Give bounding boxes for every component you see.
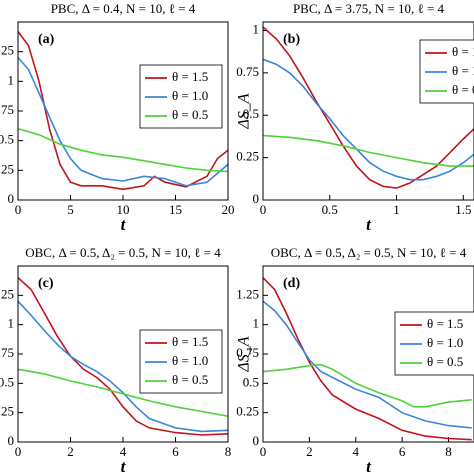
axes-frame [17, 265, 229, 443]
panel-label: (b) [283, 32, 300, 47]
legend-label: θ = 0.5 [452, 82, 474, 97]
series-line [18, 300, 228, 433]
legend-label: θ = 1.5 [172, 69, 208, 84]
y-tick-label: 0 [253, 191, 260, 206]
legend-label: θ = 1.5 [172, 334, 208, 349]
y-tick-label: 0.25 [236, 404, 259, 419]
y-tick-label: 1 [253, 316, 260, 331]
series-line [263, 363, 472, 408]
x-tick-label: 5 [67, 202, 74, 217]
y-tick-label: 0.5 [0, 132, 14, 147]
y-tick-label: 0.25 [0, 161, 14, 176]
panel-title: OBC, Δ = 0.5, Δ₂ = 0.5, N = 10, ℓ = 4 [25, 245, 221, 260]
panel-label: (a) [38, 32, 55, 47]
y-tick-label: 1.25 [0, 286, 14, 301]
legend-label: θ = 1.0 [172, 88, 208, 103]
series-line [18, 57, 228, 187]
y-tick-label: 0 [8, 433, 15, 448]
series-line [263, 58, 474, 181]
axes-frame [262, 265, 474, 443]
x-tick-label: 2 [67, 444, 74, 459]
x-tick-label: 8 [445, 444, 452, 459]
y-tick-label: 0.5 [243, 374, 259, 389]
x-tick-label: 8 [225, 444, 232, 459]
y-tick-label: 0.5 [243, 106, 259, 121]
x-tick-label: 4 [352, 444, 359, 459]
panel-title: PBC, Δ = 3.75, N = 10, ℓ = 4 [293, 1, 445, 16]
legend-label: θ = 1.0 [427, 335, 463, 350]
y-axis-label: ΔS_A [236, 336, 253, 372]
legend-label: θ = 1.0 [172, 353, 208, 368]
legend-label: θ = 0.5 [427, 354, 463, 369]
y-tick-label: 0.5 [0, 374, 14, 389]
y-tick-label: 1 [8, 72, 15, 87]
x-tick-label: 0 [260, 444, 267, 459]
y-tick-label: 1 [8, 316, 15, 331]
axes-frame [17, 21, 229, 201]
x-tick-label: 6 [172, 444, 179, 459]
x-tick-label: 0 [15, 444, 22, 459]
legend-label: θ = 0.5 [172, 372, 208, 387]
legend-label: θ = 1.5 [452, 44, 474, 59]
x-axis-label: t [121, 457, 127, 474]
y-tick-label: 0.75 [236, 345, 259, 360]
y-tick-label: 0 [253, 433, 260, 448]
series-line [263, 134, 474, 167]
series-line [18, 368, 228, 417]
legend-label: θ = 1.0 [452, 63, 474, 78]
x-tick-label: 2 [306, 444, 313, 459]
series-line [263, 300, 472, 429]
x-tick-label: 20 [222, 202, 235, 217]
y-tick-label: 0.75 [0, 345, 14, 360]
series-line [18, 128, 228, 173]
y-tick-label: 1.25 [0, 43, 14, 58]
legend-label: θ = 0.5 [172, 107, 208, 122]
y-tick-label: 0.25 [0, 404, 14, 419]
y-tick-label: 0 [8, 191, 15, 206]
series-line [263, 26, 474, 189]
x-tick-label: 1 [393, 202, 400, 217]
y-tick-label: 0.25 [236, 149, 259, 164]
y-tick-label: 0.75 [0, 102, 14, 117]
x-tick-label: 0.5 [322, 202, 338, 217]
y-tick-label: 1.25 [236, 286, 259, 301]
x-axis-label: t [366, 215, 372, 234]
x-tick-label: 10 [117, 202, 130, 217]
y-tick-label: 0.75 [236, 64, 259, 79]
panel-label: (c) [38, 276, 54, 291]
x-tick-label: 6 [399, 444, 406, 459]
series-line [18, 277, 228, 436]
series-line [263, 277, 472, 441]
x-tick-label: 4 [120, 444, 127, 459]
x-axis-label: t [121, 215, 127, 234]
x-tick-label: 1.5 [455, 202, 471, 217]
panel-title: OBC, Δ = 0.5, Δ₂ = 0.5, N = 10, ℓ = 4 [271, 245, 467, 260]
y-axis-label: ΔS_A [236, 93, 253, 129]
x-tick-label: 15 [169, 202, 182, 217]
x-tick-label: 0 [260, 202, 267, 217]
panel-title: PBC, Δ = 0.4, N = 10, ℓ = 4 [51, 1, 196, 16]
y-tick-label: 1 [253, 21, 260, 36]
axes-frame [262, 21, 474, 201]
legend-label: θ = 1.5 [427, 316, 463, 331]
x-tick-label: 0 [15, 202, 22, 217]
panel-label: (d) [283, 276, 300, 291]
x-axis-label: t [366, 457, 372, 474]
